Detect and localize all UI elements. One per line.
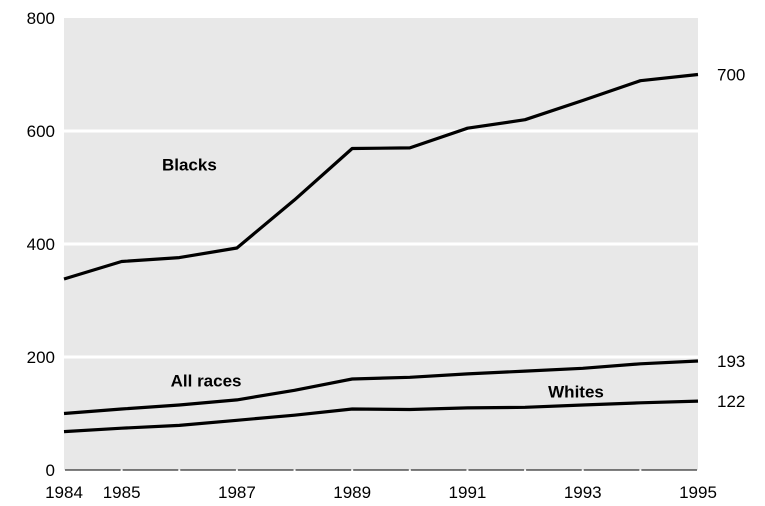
- series-line-all-races: [63, 359, 699, 416]
- y-tick-label: 0: [46, 461, 55, 480]
- x-tick-label: 1985: [103, 483, 141, 502]
- x-tick-label: 1984: [45, 483, 83, 502]
- series-label-all-races: All races: [171, 371, 242, 390]
- y-axis: 0 200 400 600 800: [27, 9, 55, 480]
- series-lines: [63, 72, 699, 434]
- end-value-label-whites: 122: [717, 392, 745, 411]
- x-tick-label: 1995: [679, 483, 717, 502]
- y-tick-label: 200: [27, 348, 55, 367]
- x-tick-label: 1991: [449, 483, 487, 502]
- x-tick-label: 1987: [218, 483, 256, 502]
- gridlines: [64, 129, 698, 359]
- x-axis: 1984 1985 1987 1989 1991 1993 1995: [45, 469, 717, 502]
- series-labels: Blacks 700 All races 193 Whites 122: [162, 66, 745, 412]
- series-label-whites: Whites: [548, 383, 604, 402]
- series-label-blacks: Blacks: [162, 156, 217, 175]
- x-tick-label: 1993: [564, 483, 602, 502]
- end-value-label-blacks: 700: [717, 66, 745, 85]
- y-tick-label: 800: [27, 9, 55, 28]
- x-tick-label: 1989: [333, 483, 371, 502]
- y-tick-label: 400: [27, 235, 55, 254]
- end-value-label-all-races: 193: [717, 352, 745, 371]
- series-line-whites: [63, 399, 699, 434]
- y-tick-label: 600: [27, 122, 55, 141]
- series-line-blacks: [63, 72, 699, 281]
